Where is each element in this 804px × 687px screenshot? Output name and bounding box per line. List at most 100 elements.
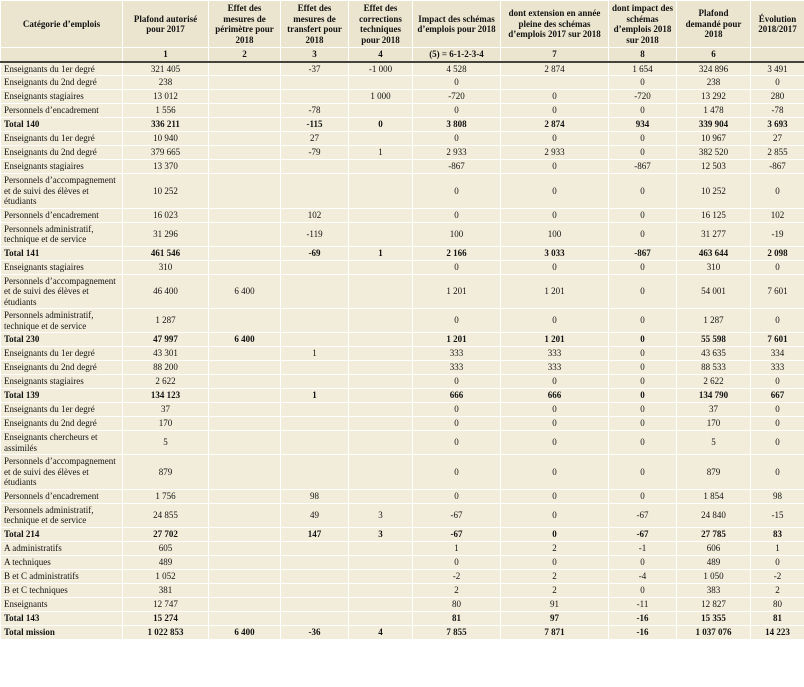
- value-cell: 2: [500, 540, 609, 556]
- value-cell: 489: [676, 554, 751, 570]
- value-cell: [280, 259, 349, 275]
- value-cell: [280, 540, 349, 556]
- value-cell: 1 854: [676, 488, 751, 504]
- value-cell: 605: [122, 540, 209, 556]
- value-cell: 12 503: [676, 159, 751, 174]
- value-cell: -867: [608, 245, 677, 261]
- table-row: Enseignants stagiaires 13 370 -867 0 -867 12 …: [0, 159, 804, 174]
- value-cell: -79: [280, 145, 349, 160]
- total-row: Total 141 461 546 -69 1 2 166 3 033 -867 463 64…: [0, 245, 804, 261]
- value-cell: 4 528: [412, 61, 501, 76]
- value-cell: 489: [122, 554, 209, 570]
- value-cell: 0: [608, 454, 677, 490]
- table-row: Personnels d’accompagnement et de suivi …: [0, 173, 804, 209]
- value-cell: 0: [500, 430, 609, 455]
- value-cell: [208, 430, 281, 455]
- value-cell: [348, 308, 413, 333]
- value-cell: [280, 273, 349, 309]
- value-cell: 88 533: [676, 360, 751, 375]
- value-cell: 1 201: [412, 332, 501, 347]
- table-row: Personnels administratif, technique et d…: [0, 308, 804, 333]
- value-cell: 321 405: [122, 61, 209, 76]
- value-cell: 134 790: [676, 388, 751, 403]
- value-cell: 3 033: [500, 245, 609, 261]
- category-cell: Enseignants du 1er degré: [0, 346, 123, 361]
- value-cell: 1 037 076: [676, 624, 751, 640]
- value-cell: 0: [608, 145, 677, 160]
- value-cell: 383: [676, 582, 751, 598]
- value-cell: 463 644: [676, 245, 751, 261]
- value-cell: 0: [750, 259, 804, 275]
- value-cell: -16: [608, 624, 677, 640]
- value-cell: [208, 596, 281, 612]
- value-cell: 1: [412, 540, 501, 556]
- table-row: Enseignants du 1er degré 10 940 27 0 0 0 10 96…: [0, 131, 804, 146]
- value-cell: -36: [280, 624, 349, 640]
- category-cell: Total 214: [0, 526, 123, 542]
- column-header: Plafond autorisé pour 2017: [122, 0, 209, 48]
- value-cell: [348, 221, 413, 247]
- value-cell: 1 756: [122, 488, 209, 504]
- value-cell: [208, 245, 281, 261]
- value-cell: 0: [412, 259, 501, 275]
- value-cell: 339 904: [676, 117, 751, 132]
- value-cell: 0: [608, 488, 677, 504]
- column-header: Effet des mesures de périmètre pour 2018: [208, 0, 281, 48]
- value-cell: 91: [500, 596, 609, 612]
- category-cell: Enseignants du 2nd degré: [0, 360, 123, 375]
- value-cell: 100: [412, 221, 501, 247]
- value-cell: 15 355: [676, 610, 751, 626]
- value-cell: 1 201: [500, 332, 609, 347]
- value-cell: 16 125: [676, 207, 751, 223]
- value-cell: 666: [500, 388, 609, 403]
- value-cell: 2 622: [676, 374, 751, 389]
- value-cell: 0: [608, 207, 677, 223]
- category-cell: Total 230: [0, 332, 123, 347]
- column-header: Impact des schémas d’emplois pour 2018: [412, 0, 501, 48]
- value-cell: [208, 360, 281, 375]
- value-cell: 0: [750, 173, 804, 209]
- value-cell: 0: [608, 173, 677, 209]
- table-row: Personnels d’accompagnement et de suivi …: [0, 454, 804, 490]
- value-cell: 2 933: [412, 145, 501, 160]
- value-cell: [208, 159, 281, 174]
- value-cell: 81: [412, 610, 501, 626]
- column-number: (5) = 6-1-2-3-4: [412, 47, 501, 63]
- value-cell: 0: [500, 259, 609, 275]
- column-header: Plafond demandé pour 2018: [676, 0, 751, 48]
- value-cell: 88 200: [122, 360, 209, 375]
- value-cell: 333: [500, 346, 609, 361]
- column-header: Effet des corrections techniques pour 20…: [348, 0, 413, 48]
- value-cell: 0: [608, 416, 677, 431]
- table-row: Enseignants du 2nd degré 88 200 333 333 0 88 …: [0, 360, 804, 375]
- value-cell: 0: [750, 75, 804, 90]
- header-label-row: Catégorie d’emplois Plafond autorisé pour…: [0, 0, 804, 48]
- category-cell: Enseignants du 2nd degré: [0, 416, 123, 431]
- value-cell: 10 252: [676, 173, 751, 209]
- value-cell: 0: [750, 416, 804, 431]
- value-cell: 0: [608, 259, 677, 275]
- value-cell: -16: [608, 610, 677, 626]
- value-cell: -78: [750, 103, 804, 118]
- value-cell: 1: [348, 245, 413, 261]
- category-cell: A techniques: [0, 554, 123, 570]
- value-cell: [280, 568, 349, 584]
- column-number: 3: [280, 47, 349, 63]
- value-cell: -867: [608, 159, 677, 174]
- category-cell: Enseignants: [0, 596, 123, 612]
- value-cell: 0: [750, 454, 804, 490]
- value-cell: [208, 259, 281, 275]
- value-cell: -1 000: [348, 61, 413, 76]
- value-cell: 0: [348, 117, 413, 132]
- value-cell: -4: [608, 568, 677, 584]
- value-cell: 0: [500, 502, 609, 528]
- value-cell: 0: [500, 402, 609, 417]
- value-cell: 12 827: [676, 596, 751, 612]
- value-cell: 2 166: [412, 245, 501, 261]
- value-cell: 2 933: [500, 145, 609, 160]
- value-cell: [348, 430, 413, 455]
- total-row: Total 139 134 123 1 666 666 0 134 790 667: [0, 388, 804, 403]
- value-cell: [280, 610, 349, 626]
- value-cell: 0: [500, 173, 609, 209]
- value-cell: 0: [412, 454, 501, 490]
